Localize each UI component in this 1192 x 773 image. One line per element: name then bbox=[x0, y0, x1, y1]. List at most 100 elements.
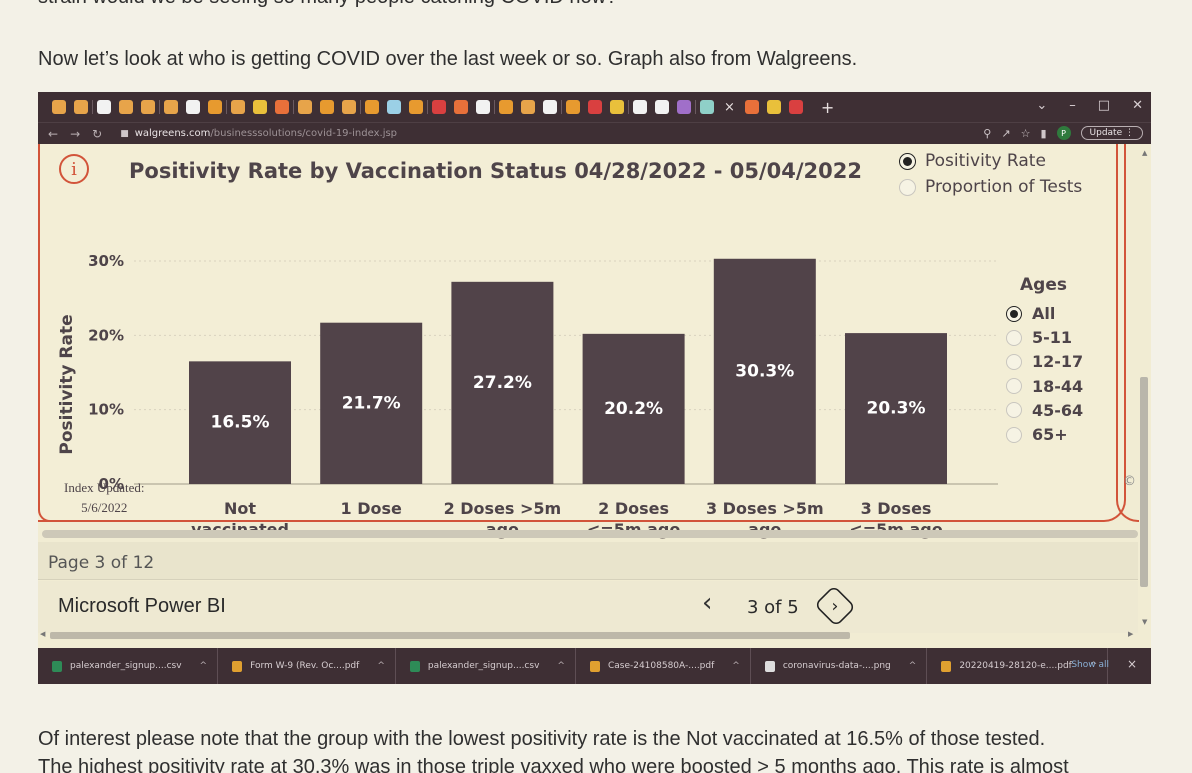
scroll-right-icon[interactable]: ▶ bbox=[1128, 630, 1134, 638]
age-option[interactable]: 5-11 bbox=[1006, 328, 1072, 347]
age-option[interactable]: All bbox=[1006, 304, 1055, 323]
tab-favicon-icon[interactable] bbox=[766, 100, 781, 114]
new-tab-icon[interactable]: + bbox=[820, 97, 835, 117]
age-option-label: 18-44 bbox=[1032, 376, 1084, 396]
tab-favicon-icon[interactable] bbox=[208, 100, 222, 114]
tab-favicon-icon[interactable] bbox=[543, 100, 557, 114]
download-filename: Form W-9 (Rev. Oc....pdf bbox=[250, 661, 360, 671]
url-field[interactable]: walgreens.com/businesssolutions/covid-19… bbox=[135, 128, 397, 139]
active-tab-close-icon[interactable]: × bbox=[724, 99, 735, 115]
tab-favicon-icon[interactable] bbox=[52, 100, 66, 114]
radio-selected-icon[interactable] bbox=[899, 152, 916, 170]
y-tick-label: 20% bbox=[88, 326, 124, 344]
radio-unselected-icon[interactable] bbox=[1006, 353, 1022, 370]
tab-favicon-icon[interactable] bbox=[164, 100, 178, 114]
tab-favicon-icon[interactable] bbox=[677, 100, 691, 114]
dropdown-icon[interactable]: ⌄ bbox=[1036, 98, 1048, 113]
download-item[interactable]: palexander_signup....csv ^ bbox=[38, 648, 219, 684]
forward-icon[interactable]: → bbox=[70, 126, 81, 141]
download-item[interactable]: Form W-9 (Rev. Oc....pdf ^ bbox=[218, 648, 396, 684]
tab-favicon-icon[interactable] bbox=[788, 100, 803, 114]
radio-unselected-icon[interactable] bbox=[1006, 426, 1022, 443]
tab-favicon-icon[interactable] bbox=[253, 100, 267, 114]
tab-favicon-icon[interactable] bbox=[74, 100, 88, 114]
x-category-label: 3 Doses bbox=[861, 499, 932, 518]
scroll-up-icon[interactable]: ▲ bbox=[1142, 149, 1148, 157]
radio-unselected-icon[interactable] bbox=[1006, 329, 1022, 346]
metric-option-positivity-rate[interactable]: Positivity Rate bbox=[899, 151, 1046, 171]
age-option[interactable]: 65+ bbox=[1006, 425, 1068, 444]
page-indicator-bar bbox=[38, 542, 1138, 580]
scroll-left-icon[interactable]: ◀ bbox=[40, 630, 46, 638]
tab-favicon-icon[interactable] bbox=[432, 100, 446, 114]
scroll-down-icon[interactable]: ▼ bbox=[1142, 618, 1148, 626]
tab-favicon-icon[interactable] bbox=[409, 100, 423, 114]
download-menu-caret-icon[interactable]: ^ bbox=[557, 661, 565, 671]
powerbi-link[interactable]: Microsoft Power BI bbox=[58, 595, 226, 617]
download-item[interactable]: 20220419-28120-e....pdf ^ bbox=[927, 648, 1109, 684]
tab-favicon-icon[interactable] bbox=[231, 100, 245, 114]
share-icon[interactable]: ↗ bbox=[1001, 126, 1011, 140]
age-option[interactable]: 45-64 bbox=[1006, 401, 1083, 420]
reload-icon[interactable]: ↻ bbox=[92, 126, 103, 141]
browser-tab-strip: × + ⌄ – □ ✕ bbox=[38, 92, 1151, 122]
close-window-icon[interactable]: ✕ bbox=[1132, 98, 1143, 113]
tab-favicon-icon[interactable] bbox=[499, 100, 513, 114]
previous-page-button[interactable]: ‹ bbox=[702, 588, 713, 618]
download-menu-caret-icon[interactable]: ^ bbox=[199, 661, 208, 671]
download-item[interactable]: coronavirus-data-....png ^ bbox=[751, 648, 928, 684]
vertical-scroll-thumb[interactable] bbox=[1140, 377, 1148, 587]
tab-favicon-icon[interactable] bbox=[476, 100, 490, 114]
maximize-icon[interactable]: □ bbox=[1097, 98, 1111, 113]
download-menu-caret-icon[interactable]: ^ bbox=[908, 661, 917, 671]
minimize-icon[interactable]: – bbox=[1069, 98, 1076, 113]
tab-favicon-icon[interactable] bbox=[744, 100, 759, 114]
bar-value-label: 20.2% bbox=[604, 399, 663, 419]
tab-favicon-icon[interactable] bbox=[141, 100, 155, 114]
y-tick-label: 0% bbox=[99, 475, 124, 493]
tab-favicon-icon[interactable] bbox=[119, 100, 133, 114]
tab-favicon-icon[interactable] bbox=[97, 100, 111, 114]
age-option[interactable]: 18-44 bbox=[1006, 377, 1083, 396]
download-menu-caret-icon[interactable]: ^ bbox=[732, 661, 740, 671]
visual-scroll-strip[interactable] bbox=[42, 530, 1138, 538]
tab-favicon-icon[interactable] bbox=[320, 100, 334, 114]
age-option[interactable]: 12-17 bbox=[1006, 352, 1083, 371]
download-item[interactable]: palexander_signup....csv ^ bbox=[396, 648, 576, 684]
horizontal-scroll-thumb[interactable] bbox=[50, 632, 850, 639]
tab-favicon-icon[interactable] bbox=[342, 100, 356, 114]
tab-favicon-icon[interactable] bbox=[387, 100, 401, 114]
tab-favicon-icon[interactable] bbox=[700, 100, 714, 114]
download-menu-caret-icon[interactable]: ^ bbox=[1089, 661, 1098, 671]
tab-favicon-icon[interactable] bbox=[521, 100, 535, 114]
tab-favicon-icon[interactable] bbox=[365, 100, 379, 114]
tab-favicon-icon[interactable] bbox=[298, 100, 312, 114]
close-downloads-icon[interactable]: × bbox=[1126, 657, 1137, 671]
tab-favicon-icon[interactable] bbox=[633, 100, 647, 114]
profile-avatar[interactable]: P bbox=[1056, 126, 1071, 140]
tab-favicon-icon[interactable] bbox=[566, 100, 580, 114]
radio-unselected-icon[interactable] bbox=[1006, 402, 1022, 419]
address-bar: ← → ↻ ■ walgreens.com/businesssolutions/… bbox=[38, 122, 1151, 144]
info-icon[interactable]: i bbox=[59, 154, 89, 184]
tab-favicon-icon[interactable] bbox=[275, 100, 289, 114]
metric-option-proportion-of-tests[interactable]: Proportion of Tests bbox=[899, 177, 1082, 197]
radio-selected-icon[interactable] bbox=[1006, 305, 1022, 322]
bookmark-star-icon[interactable]: ☆ bbox=[1020, 126, 1031, 140]
tab-favicon-icon[interactable] bbox=[186, 100, 200, 114]
back-icon[interactable]: ← bbox=[48, 126, 59, 141]
sidebar-icon[interactable]: ▮ bbox=[1040, 126, 1047, 140]
radio-unselected-icon[interactable] bbox=[899, 178, 916, 196]
tab-favicon-icon[interactable] bbox=[588, 100, 602, 114]
update-button[interactable]: Update ⋮ bbox=[1080, 126, 1143, 140]
tab-icons: × + bbox=[48, 98, 834, 117]
zoom-icon[interactable]: ⚲ bbox=[983, 126, 992, 140]
tab-favicon-icon[interactable] bbox=[454, 100, 468, 114]
radio-unselected-icon[interactable] bbox=[1006, 378, 1022, 395]
tab-favicon-icon[interactable] bbox=[610, 100, 624, 114]
tab-favicon-icon[interactable] bbox=[655, 100, 669, 114]
show-all-downloads-link[interactable]: Show all bbox=[1071, 660, 1109, 670]
x-category-label: Not bbox=[224, 499, 256, 518]
download-menu-caret-icon[interactable]: ^ bbox=[377, 661, 385, 671]
download-item[interactable]: Case-24108580A-....pdf ^ bbox=[576, 648, 751, 684]
